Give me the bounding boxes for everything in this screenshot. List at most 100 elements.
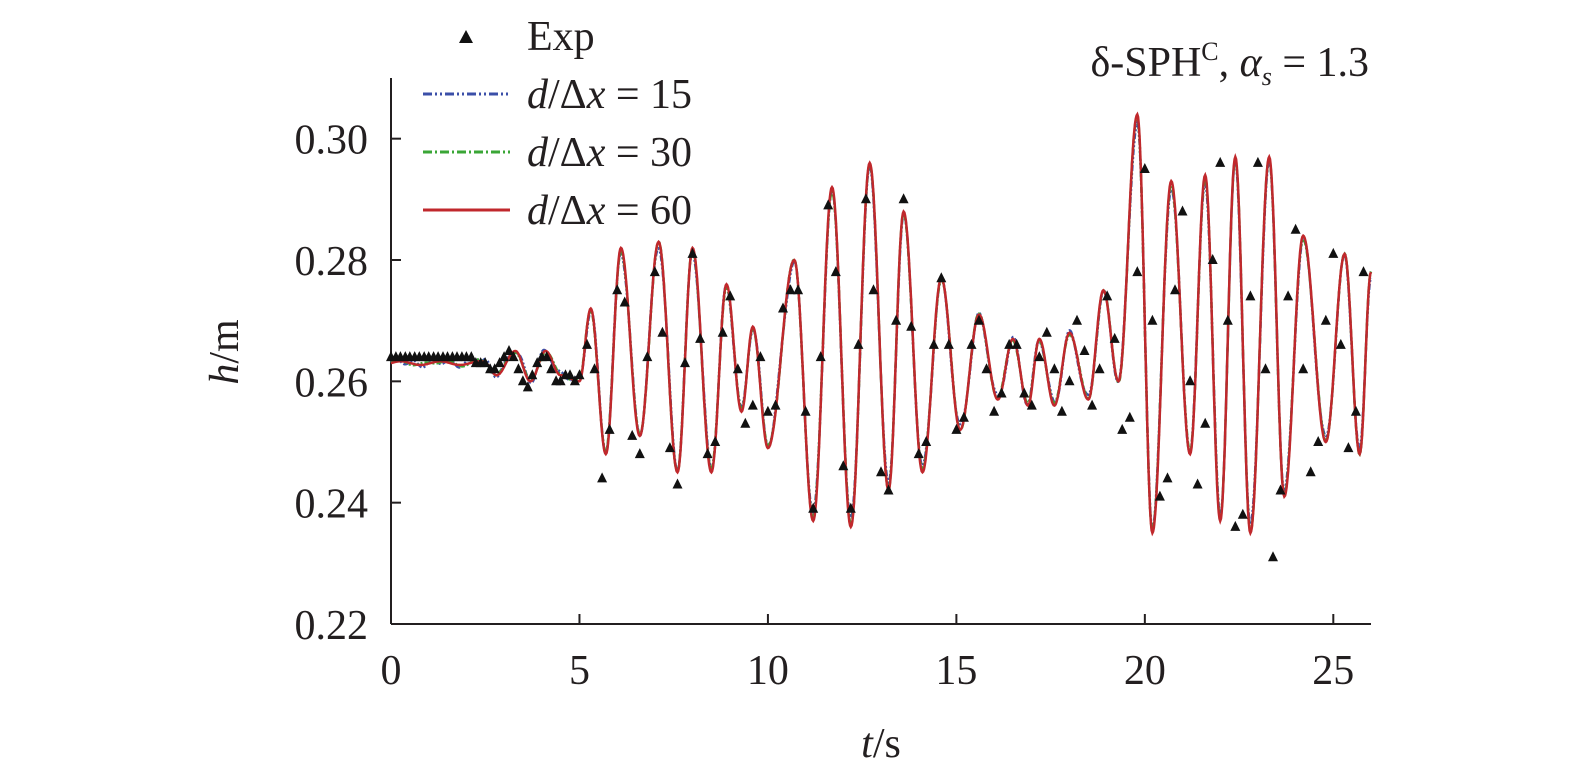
- legend-60-op: /Δ: [548, 188, 587, 234]
- exp-point: [989, 405, 1000, 416]
- annotation-alpha: α: [1240, 40, 1263, 86]
- exp-point: [1298, 363, 1309, 374]
- exp-point: [1109, 332, 1120, 343]
- y-tick-label: 0.28: [295, 239, 369, 285]
- exp-point: [574, 369, 585, 380]
- exp-point: [680, 357, 690, 368]
- y-tick-label: 0.24: [295, 482, 369, 528]
- y-tick-label: 0.22: [295, 603, 369, 649]
- exp-point: [1192, 478, 1203, 489]
- exp-point: [740, 417, 751, 428]
- exp-point: [778, 302, 788, 313]
- exp-point: [1064, 375, 1075, 386]
- exp-point: [936, 272, 947, 283]
- exp-point: [883, 484, 894, 495]
- exp-point: [1222, 314, 1233, 325]
- exp-point: [504, 345, 514, 355]
- x-tick-label: 20: [1124, 648, 1166, 694]
- annotation-sub: s: [1262, 62, 1272, 91]
- exp-point: [838, 460, 849, 471]
- exp-point: [634, 448, 645, 459]
- exp-point: [958, 411, 969, 422]
- annotation-suffix: = 1.3: [1272, 40, 1369, 86]
- legend-label-60: d/Δx = 60: [527, 188, 692, 234]
- exp-point: [921, 436, 932, 446]
- exp-point: [1283, 290, 1294, 301]
- legend-30-op: /Δ: [548, 130, 587, 176]
- legend-60-v: d: [527, 188, 549, 234]
- exp-point: [996, 387, 1007, 398]
- exp-point: [830, 266, 841, 277]
- exp-point: [1260, 363, 1271, 374]
- exp-point: [1335, 338, 1346, 349]
- exp-point: [717, 326, 728, 337]
- legend-exp-label: Exp: [527, 14, 595, 60]
- exp-point: [860, 193, 871, 204]
- exp-point: [1041, 326, 1052, 337]
- exp-point: [604, 423, 615, 434]
- legend-30-v: d: [527, 130, 549, 176]
- exp-point: [555, 375, 566, 386]
- exp-point: [527, 369, 538, 380]
- exp-point: [1290, 223, 1301, 234]
- exp-point: [1230, 520, 1241, 531]
- exp-markers: [386, 156, 1369, 562]
- exp-point: [541, 351, 552, 362]
- legend-60-w: x: [586, 188, 606, 234]
- exp-point: [845, 502, 856, 513]
- y-tick-label: 0.30: [295, 118, 369, 164]
- exp-point: [1252, 156, 1263, 167]
- chart-annotation: δ-SPHC, αs = 1.3: [1090, 37, 1369, 91]
- legend-15-op: /Δ: [548, 72, 587, 118]
- exp-point: [1313, 436, 1324, 446]
- exp-point: [1087, 399, 1098, 410]
- exp-point: [1162, 472, 1173, 483]
- exp-point: [1019, 387, 1030, 398]
- exp-point: [762, 405, 773, 416]
- exp-point: [1350, 405, 1361, 416]
- exp-point: [1275, 484, 1286, 495]
- exp-point: [891, 314, 902, 325]
- exp-point: [664, 442, 675, 453]
- exp-point: [513, 363, 524, 374]
- exp-point: [853, 338, 864, 349]
- exp-point: [785, 284, 796, 295]
- y-axis-var: h: [202, 364, 248, 385]
- exp-point: [747, 399, 758, 410]
- exp-point: [695, 332, 706, 343]
- legend-15-rest: = 15: [605, 72, 692, 118]
- exp-point: [906, 320, 917, 331]
- exp-point: [546, 363, 557, 374]
- exp-point: [499, 351, 510, 362]
- x-tick-label: 15: [935, 648, 977, 694]
- exp-point: [1049, 363, 1060, 374]
- legend-15-v: d: [527, 72, 549, 118]
- legend-15-w: x: [586, 72, 606, 118]
- exp-point: [508, 351, 519, 362]
- x-tick-label: 0: [381, 648, 402, 694]
- exp-point: [928, 338, 939, 349]
- x-tick-label: 25: [1312, 648, 1354, 694]
- exp-point: [657, 326, 668, 337]
- exp-point: [627, 429, 638, 440]
- exp-point: [1004, 338, 1015, 349]
- exp-point: [1102, 290, 1113, 301]
- y-axis-unit: /m: [202, 319, 248, 364]
- legend-30-rest: = 30: [605, 130, 692, 176]
- exp-point: [1207, 254, 1218, 264]
- exp-point: [522, 381, 533, 392]
- exp-point: [649, 266, 660, 277]
- exp-point: [1034, 351, 1045, 362]
- exp-point: [823, 199, 834, 210]
- exp-point: [732, 363, 743, 374]
- exp-point: [808, 502, 819, 513]
- exp-point: [589, 363, 600, 374]
- exp-point: [793, 284, 804, 295]
- exp-point: [1094, 363, 1105, 374]
- exp-point: [1154, 490, 1165, 501]
- exp-point: [687, 247, 698, 258]
- exp-point: [1124, 411, 1135, 422]
- exp-point: [913, 448, 924, 459]
- exp-point: [1072, 314, 1082, 325]
